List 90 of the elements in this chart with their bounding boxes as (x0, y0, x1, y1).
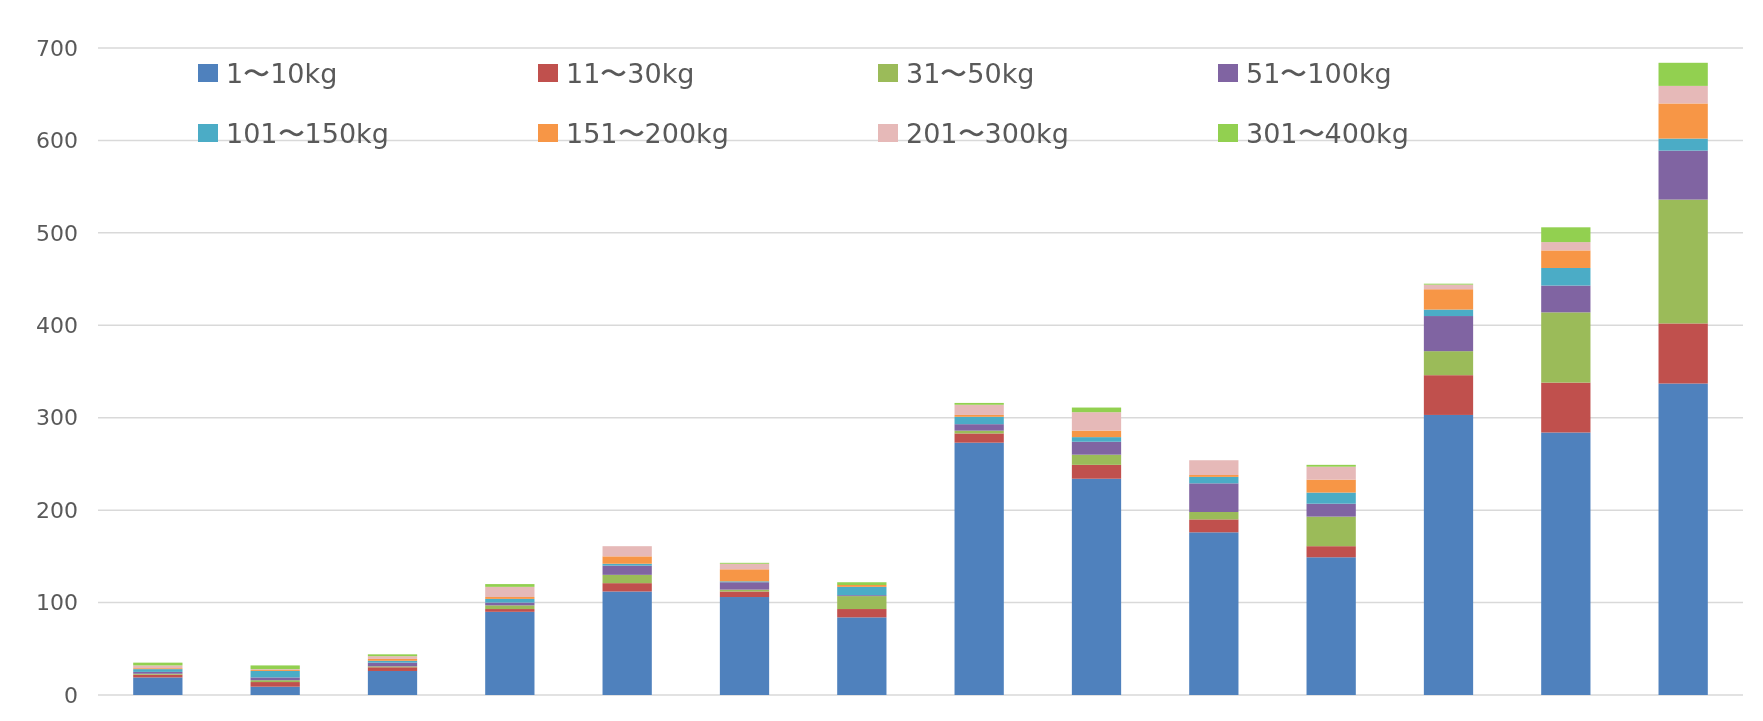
bar (1423, 316, 1474, 352)
y-tick-label: 500 (36, 220, 78, 246)
legend-label: 151〜200kg (566, 118, 729, 150)
bar (602, 583, 652, 592)
bar (1306, 466, 1356, 480)
legend-label: 301〜400kg (1246, 118, 1409, 150)
bar (1189, 511, 1239, 520)
bar (602, 574, 652, 584)
legend-label: 31〜50kg (906, 58, 1035, 90)
bar (1306, 492, 1356, 504)
bar (1423, 414, 1474, 695)
bar (1658, 383, 1708, 695)
bar (250, 665, 300, 670)
bar (485, 586, 535, 598)
legend-label: 201〜300kg (906, 118, 1069, 150)
bar (485, 584, 535, 587)
bar (719, 582, 770, 590)
bar (954, 404, 1004, 415)
bar (1189, 532, 1239, 695)
bar (719, 563, 770, 570)
bar (954, 442, 1004, 695)
bar (485, 605, 535, 610)
bar (485, 611, 535, 695)
legend-label: 51〜100kg (1246, 58, 1392, 90)
bar (250, 670, 300, 678)
bar (485, 609, 535, 612)
bar (1306, 557, 1356, 695)
bar (1658, 62, 1708, 86)
bar (1658, 85, 1708, 104)
bar (1071, 464, 1122, 479)
legend-label: 1〜10kg (226, 58, 338, 90)
bar (837, 617, 887, 695)
bar (367, 670, 418, 695)
bar (1541, 382, 1591, 433)
bar (602, 556, 652, 564)
bar (1071, 441, 1122, 455)
bar (1541, 242, 1591, 251)
bar (1306, 546, 1356, 558)
bar (1071, 454, 1122, 465)
bar (1189, 460, 1239, 476)
bar (1071, 437, 1122, 442)
bar (1189, 519, 1239, 533)
bar (133, 677, 183, 695)
bar (719, 591, 770, 598)
bar (1541, 312, 1591, 383)
bar (954, 416, 1004, 425)
bar (1541, 267, 1591, 286)
bar (1423, 375, 1474, 415)
bar (250, 682, 300, 687)
y-tick-label: 0 (64, 682, 78, 708)
y-tick-label: 700 (36, 35, 78, 61)
y-tick-label: 600 (36, 128, 78, 154)
bar (719, 569, 770, 582)
bar (1306, 479, 1356, 493)
bar (485, 598, 535, 603)
bar (602, 591, 652, 695)
bar (1541, 227, 1591, 243)
bar (1071, 478, 1122, 695)
bar (1189, 483, 1239, 512)
bar (602, 546, 652, 557)
y-tick-label: 400 (36, 312, 78, 338)
bar (1306, 503, 1356, 517)
legend-label: 11〜30kg (566, 58, 695, 90)
bar (1071, 430, 1122, 438)
bar (1423, 289, 1474, 310)
bar (1658, 138, 1708, 151)
bar (250, 686, 300, 695)
bar (602, 565, 652, 575)
bar (1071, 412, 1122, 431)
bar (1423, 309, 1474, 317)
bar (837, 609, 887, 618)
legend-label: 101〜150kg (226, 118, 389, 150)
bar (954, 433, 1004, 443)
bar (719, 597, 770, 695)
bar (1306, 516, 1356, 547)
bar (1423, 351, 1474, 376)
bar (1658, 103, 1708, 139)
bar (1658, 323, 1708, 384)
bar (1541, 432, 1591, 695)
bar (1541, 250, 1591, 268)
bar (837, 596, 887, 610)
bar (1189, 476, 1239, 484)
y-tick-label: 100 (36, 590, 78, 616)
bar (1541, 285, 1591, 313)
bar (954, 424, 1004, 431)
bar (1658, 199, 1708, 324)
y-tick-label: 300 (36, 405, 78, 431)
bar (837, 586, 887, 596)
y-tick-label: 200 (36, 497, 78, 523)
bar (1658, 150, 1708, 200)
